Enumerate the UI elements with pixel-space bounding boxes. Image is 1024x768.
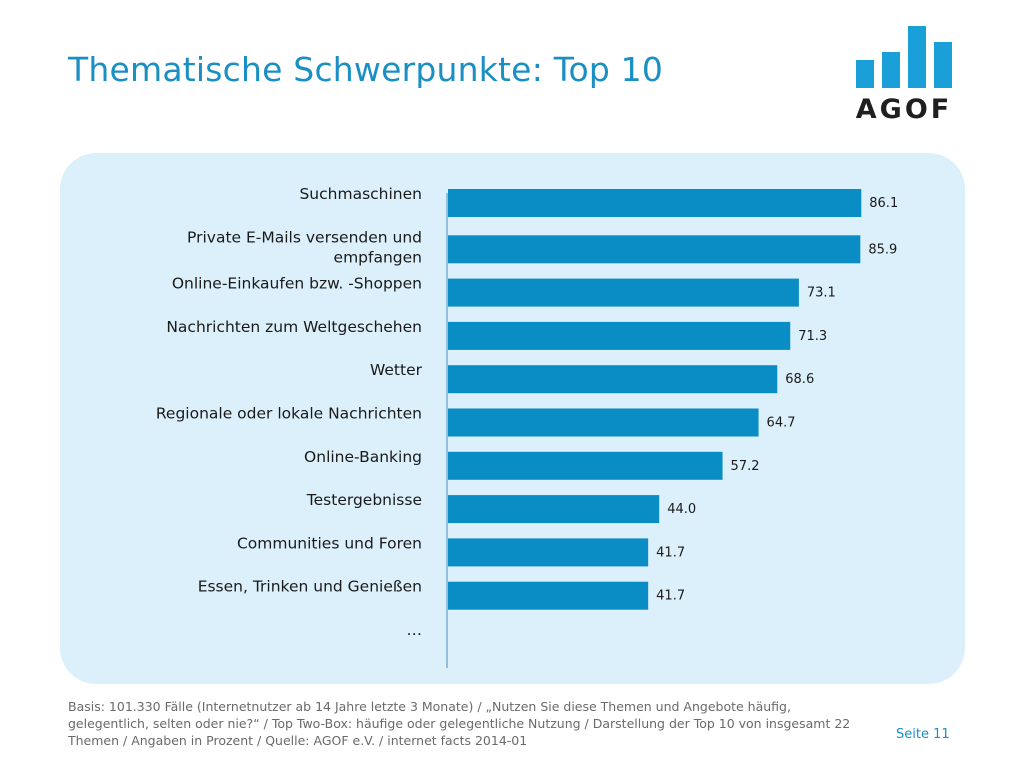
value-label-nachrichten-zum-weltgeschehen: 71.3 — [798, 329, 827, 344]
bar-nachrichten-zum-weltgeschehen — [448, 321, 791, 350]
value-label-testergebnisse: 44.0 — [667, 502, 696, 517]
bar-regionale-oder-lokale-nachrichten — [448, 408, 759, 437]
value-label-regionale-oder-lokale-nachrichten: 64.7 — [767, 416, 796, 431]
bar-essen-trinken-und-genie-en — [448, 581, 649, 610]
bar-communities-und-foren — [448, 538, 649, 567]
value-label-private-e-mails-versenden-und-empfangen: 85.9 — [868, 242, 897, 257]
category-label-private-e-mails-versenden-und-empfangen: Private E-Mails versenden und empfangen — [187, 228, 422, 266]
value-label-essen-trinken-und-genie-en: 41.7 — [656, 589, 685, 604]
category-label-nachrichten-zum-weltgeschehen: Nachrichten zum Weltgeschehen — [166, 318, 422, 336]
logo-text: AGOF — [856, 94, 952, 124]
logo-bar-4 — [934, 42, 952, 88]
value-label-online-banking: 57.2 — [731, 459, 760, 474]
value-label-communities-und-foren: 41.7 — [656, 545, 685, 560]
slide-title: Thematische Schwerpunkte: Top 10 — [68, 50, 664, 89]
value-label-online-einkaufen-bzw-shoppen: 73.1 — [807, 286, 836, 301]
logo-bar-2 — [882, 52, 900, 88]
value-label-suchmaschinen: 86.1 — [869, 196, 898, 211]
bar-suchmaschinen — [448, 189, 862, 217]
category-label-online-einkaufen-bzw-shoppen: Online-Einkaufen bzw. -Shoppen — [172, 275, 422, 293]
category-label-essen-trinken-und-genie-en: Essen, Trinken und Genießen — [198, 578, 422, 596]
bar-online-banking — [448, 451, 723, 480]
bar-online-einkaufen-bzw-shoppen — [448, 278, 799, 307]
bar-private-e-mails-versenden-und-empfangen — [448, 235, 861, 264]
bar-testergebnisse — [448, 495, 660, 524]
category-label-wetter: Wetter — [370, 361, 423, 379]
value-label-wetter: 68.6 — [785, 372, 814, 387]
category-label-testergebnisse: Testergebnisse — [306, 491, 422, 509]
category-label-ellipsis: … — [407, 621, 423, 639]
agof-logo: AGOF — [856, 26, 952, 124]
page-number: Seite 11 — [896, 727, 950, 742]
category-label-communities-und-foren: Communities und Foren — [237, 534, 422, 552]
logo-bar-1 — [856, 60, 874, 88]
category-label-regionale-oder-lokale-nachrichten: Regionale oder lokale Nachrichten — [156, 405, 422, 423]
logo-bar-3 — [908, 26, 926, 88]
category-label-online-banking: Online-Banking — [304, 448, 422, 466]
footnote: Basis: 101.330 Fälle (Internetnutzer ab … — [68, 699, 851, 748]
bar-wetter — [448, 365, 778, 394]
category-label-suchmaschinen: Suchmaschinen — [299, 185, 422, 203]
bar-chart: Suchmaschinen 86.1 Private E-Mails versend… — [156, 185, 898, 668]
